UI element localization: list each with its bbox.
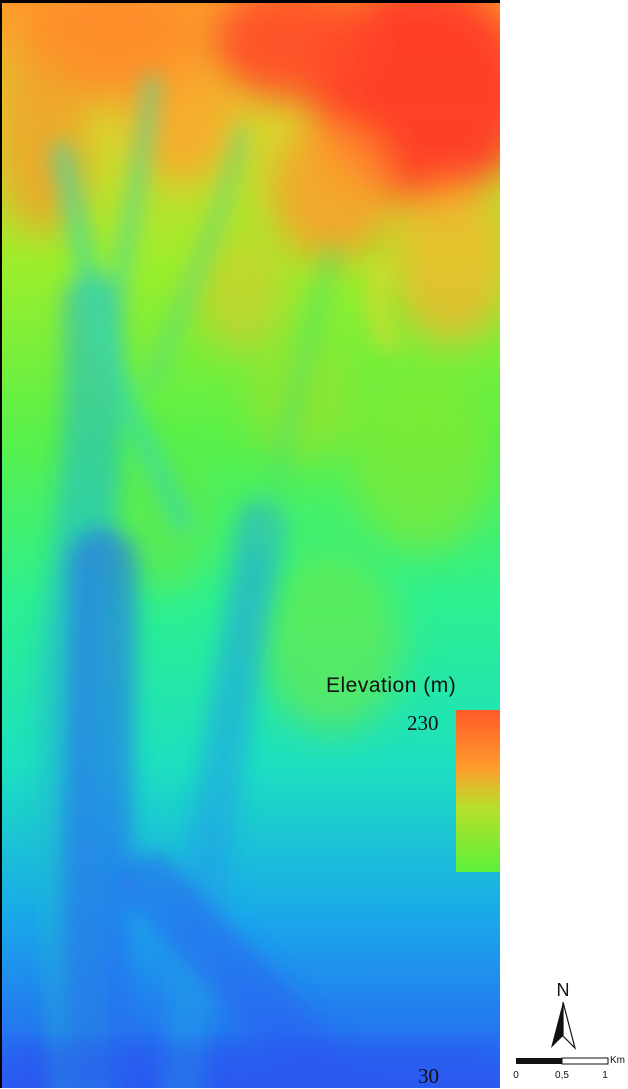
north-label: N (557, 980, 570, 1000)
scale-tick-2: 1 (602, 1070, 608, 1081)
elevation-raster (2, 3, 500, 1088)
scale-tick-1: 0,5 (555, 1070, 569, 1081)
legend-max-label: 230 (407, 711, 439, 735)
legend-color-ramp (456, 710, 500, 872)
high-elevation-areas (2, 3, 500, 733)
elevation-map (0, 0, 500, 1088)
scale-segment-2 (561, 1057, 609, 1065)
legend-title: Elevation (m) (326, 674, 457, 697)
scale-tick-0: 0 (513, 1070, 519, 1081)
drainage-valleys (37, 74, 399, 1088)
north-arrow-icon: N (551, 980, 577, 1050)
scale-segment-1 (516, 1058, 562, 1064)
scale-unit: Km (610, 1055, 625, 1066)
scale-bar: Km 0 0,5 1 (513, 1055, 625, 1081)
legend-min-label: 30 (418, 1064, 439, 1088)
